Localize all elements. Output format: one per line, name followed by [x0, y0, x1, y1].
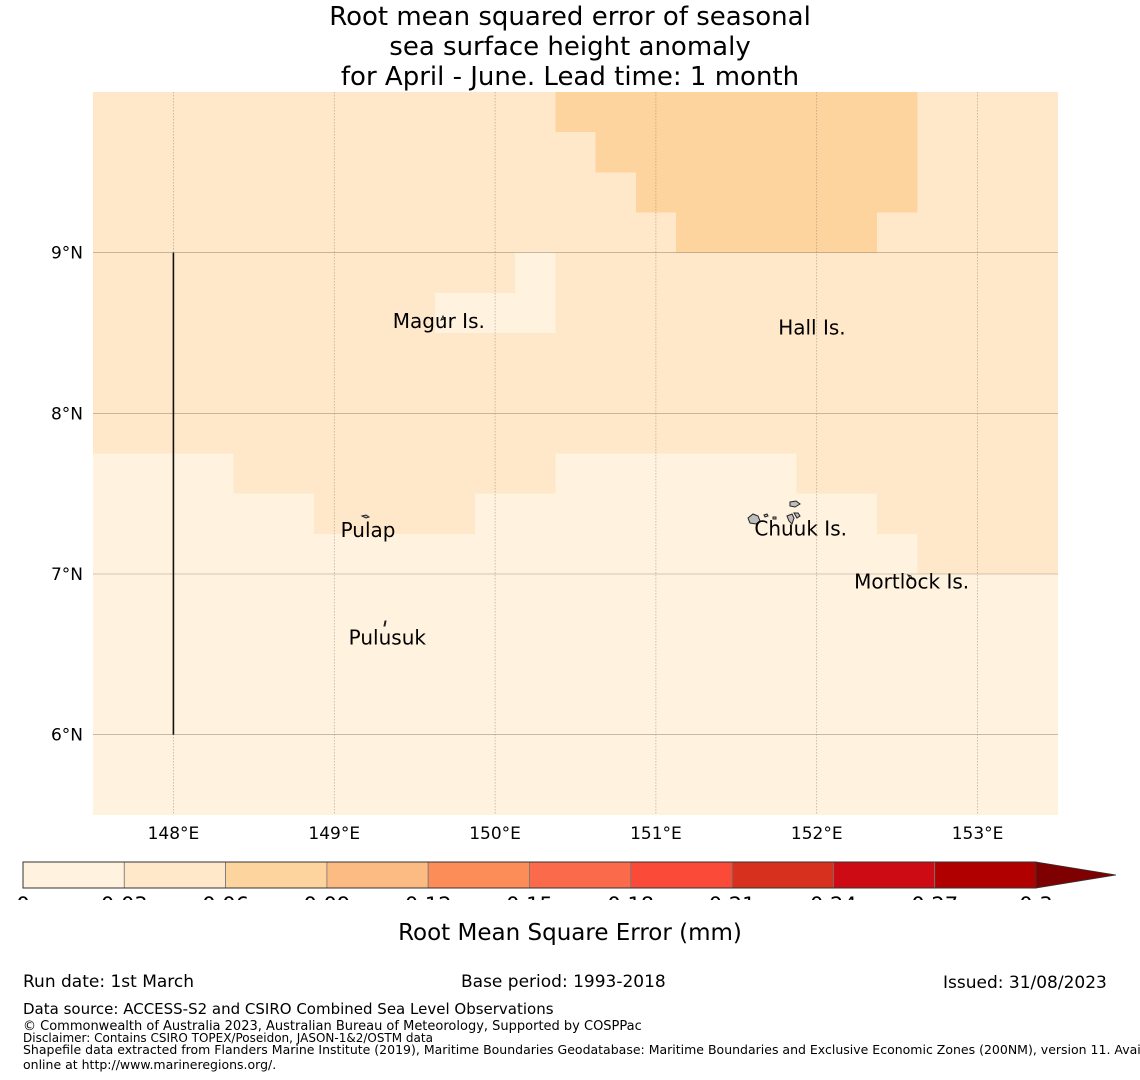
title-line-1: Root mean squared error of seasonal: [329, 2, 811, 32]
shapefile-credit-line-2: online at http://www.marineregions.org/.: [23, 1057, 277, 1072]
graticule: [93, 92, 1058, 815]
run-date: Run date: 1st March: [23, 972, 195, 992]
island-outline: [906, 574, 913, 580]
rmse-cell: [555, 92, 918, 133]
colorbar-segment: [123, 861, 227, 889]
place-label: Pulusuk: [349, 626, 427, 650]
rmse-cell: [515, 252, 556, 293]
island-outline: [786, 513, 795, 525]
rmse-cell: [917, 574, 1058, 815]
axis-tick-labels: 148°E 149°E 150°E 151°E 152°E 153°E 6°N 7°N 8°N 9…: [51, 244, 1003, 844]
colorbar-segment: [630, 861, 733, 889]
lon-tick-label: 148°E: [148, 824, 200, 844]
lat-tick-label: 9°N: [51, 244, 83, 264]
lon-tick-label: 151°E: [630, 824, 682, 844]
rmse-field: [93, 92, 1058, 815]
colorbar: 0 0.03 0.06 0.09 0.12 0.15 0.18 0.21 0.24 0.27 0.3: [16, 861, 1117, 900]
place-label: Hall Is.: [778, 316, 845, 340]
colorbar-segment: [731, 861, 834, 889]
island-outline: [383, 620, 387, 627]
colorbar-tick-label: 0.15: [506, 893, 553, 900]
title-line-3: for April - June. Lead time: 1 month: [340, 62, 800, 92]
lon-tick-label: 153°E: [952, 824, 1004, 844]
colorbar-segment: [22, 861, 125, 889]
rmse-cell: [233, 493, 315, 815]
island-outline: [747, 513, 761, 525]
colorbar-segment: [529, 861, 632, 889]
island-outline: [440, 314, 445, 321]
title-line-2: sea surface height anomaly: [389, 32, 751, 62]
lat-tick-label: 8°N: [51, 404, 83, 424]
rmse-cell: [555, 453, 797, 815]
place-label: Mortlock Is.: [854, 569, 969, 593]
colorbar-tick-label: 0.03: [101, 893, 148, 900]
lon-tick-label: 149°E: [308, 824, 360, 844]
rmse-cell: [676, 212, 878, 253]
rmse-cell: [314, 533, 475, 815]
colorbar-tick-label: 0.12: [405, 893, 452, 900]
island-outlines: [360, 314, 913, 627]
colorbar-segment: [326, 861, 429, 889]
map-figure: Magur Is. Hall Is. Pulap Chuuk Is. Mortlock …: [16, 92, 1117, 900]
shapefile-credit-line-1: Shapefile data extracted from Flanders M…: [23, 1042, 1140, 1057]
lon-tick-label: 150°E: [469, 824, 521, 844]
place-label: Chuuk Is.: [754, 516, 847, 540]
lat-tick-label: 6°N: [51, 726, 83, 746]
colorbar-segment: [833, 861, 936, 889]
base-period: Base period: 1993-2018: [461, 972, 666, 992]
place-label: Pulap: [341, 518, 396, 542]
colorbar-segment: [225, 861, 328, 889]
rmse-cell: [635, 172, 918, 213]
disclaimer: Disclaimer: Contains CSIRO TOPEX/Poseido…: [23, 1031, 433, 1045]
colorbar-extend-arrow: [1035, 861, 1117, 889]
colorbar-frame: [22, 861, 1037, 889]
colorbar-tick-label: 0.21: [709, 893, 756, 900]
place-labels: Magur Is. Hall Is. Pulap Chuuk Is. Mortlock …: [341, 309, 970, 650]
island-outline: [793, 512, 801, 519]
lat-tick-label: 7°N: [51, 565, 83, 585]
colorbar-tick-label: 0.18: [607, 893, 654, 900]
island-outline: [789, 500, 801, 508]
rmse-cell: [474, 493, 556, 815]
rmse-cell: [93, 453, 234, 815]
colorbar-tick-label: 0.24: [810, 893, 857, 900]
lon-tick-label: 152°E: [791, 824, 843, 844]
rmse-cell: [877, 533, 918, 815]
colorbar-segment: [934, 861, 1037, 889]
colorbar-label: Root Mean Square Error (mm): [398, 920, 742, 946]
island-outline: [360, 514, 371, 519]
issued-date: Issued: 31/08/2023: [943, 973, 1107, 993]
colorbar-tick-label: 0.3: [1019, 893, 1052, 900]
map-title: Root mean squared error of seasonal sea …: [220, 2, 920, 92]
rmse-cell: [796, 493, 878, 815]
colorbar-tick-label: 0.06: [202, 893, 249, 900]
island-outline: [763, 513, 769, 518]
colorbar-tick-label: 0.09: [304, 893, 351, 900]
rmse-cell: [595, 132, 918, 173]
island-outline: [772, 516, 777, 520]
colorbar-tick-label: 0: [16, 893, 29, 900]
colorbar-tick-label: 0.27: [911, 893, 958, 900]
data-source: Data source: ACCESS-S2 and CSIRO Combine…: [23, 1000, 554, 1018]
colorbar-segment: [427, 861, 530, 889]
copyright: © Commonwealth of Australia 2023, Austra…: [23, 1019, 642, 1034]
place-label: Magur Is.: [393, 309, 485, 333]
